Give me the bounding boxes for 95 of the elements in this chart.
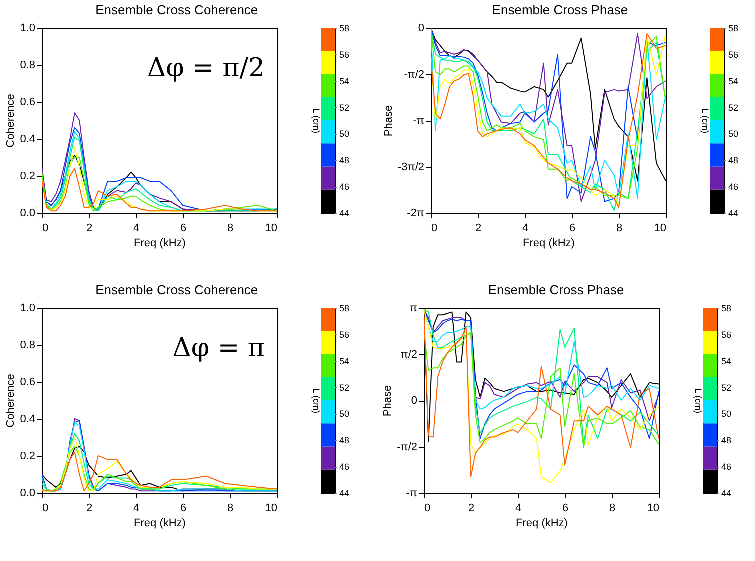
color-bar-label: 46 xyxy=(728,182,739,192)
x-tick-label: 2 xyxy=(475,222,482,234)
color-bar-label: 54 xyxy=(340,356,350,366)
y-tick-label: 0 xyxy=(411,395,418,407)
y-tick-label: 0 xyxy=(418,22,424,34)
y-tick-label: 0.4 xyxy=(20,134,36,146)
annotation: Δφ = π xyxy=(172,334,265,364)
x-tick-label: 8 xyxy=(227,222,234,234)
x-tick-label: 6 xyxy=(569,222,576,234)
x-tick-label: 4 xyxy=(522,222,529,234)
y-tick-label: 0.2 xyxy=(20,450,36,462)
color-bar-label: 44 xyxy=(722,488,732,498)
color-bar-title: L (cm) xyxy=(312,108,322,134)
y-axis-title: Phase xyxy=(382,385,394,417)
color-bar-label: 58 xyxy=(340,304,350,314)
y-tick-label: π/2 xyxy=(400,348,418,361)
annotation: Δφ = π/2 xyxy=(147,54,265,84)
x-tick-label: 8 xyxy=(616,222,623,234)
y-axis-title: Phase xyxy=(382,105,395,137)
color-bar-label: 58 xyxy=(722,304,732,314)
x-tick-label: 10 xyxy=(265,502,278,514)
color-bar-label: 56 xyxy=(340,330,350,340)
x-axis-title: Freq (kHz) xyxy=(523,238,575,250)
chart-title: Ensemble Cross Coherence xyxy=(96,2,258,18)
color-bar-label: 54 xyxy=(340,76,350,86)
y-tick-label: 1.0 xyxy=(20,302,36,314)
color-bar-label: 50 xyxy=(340,409,350,420)
y-tick-label: 0.0 xyxy=(20,488,36,500)
x-tick-label: 4 xyxy=(133,222,140,234)
color-bar-label: 46 xyxy=(340,182,350,192)
color-bar-label: 46 xyxy=(340,462,350,472)
y-tick-label: 0.6 xyxy=(20,96,36,108)
y-axis-title: Coherence xyxy=(5,94,18,148)
x-tick-label: 0 xyxy=(432,222,438,234)
color-bar-label: 48 xyxy=(340,436,350,446)
x-tick-label: 6 xyxy=(180,222,187,234)
y-tick-label: 0.6 xyxy=(20,376,36,388)
color-bar-label: 50 xyxy=(340,129,350,140)
color-bar-label: 56 xyxy=(722,330,732,340)
color-bar-label: 48 xyxy=(728,156,739,166)
x-tick-label: 4 xyxy=(515,502,522,514)
color-bar-label: 52 xyxy=(340,382,350,393)
y-tick-label: -3π/2 xyxy=(398,161,424,174)
color-bar-label: 48 xyxy=(340,156,350,166)
y-tick-label: -π/2 xyxy=(404,68,424,81)
color-bar-label: 56 xyxy=(728,50,739,60)
chart-title: Ensemble Cross Coherence xyxy=(96,282,258,298)
x-tick-label: 2 xyxy=(86,502,93,514)
color-bar-label: 52 xyxy=(722,382,732,393)
x-tick-label: 6 xyxy=(562,502,569,514)
x-tick-label: 10 xyxy=(647,502,660,514)
y-tick-label: -2π xyxy=(407,208,425,220)
color-bar-label: 44 xyxy=(340,488,350,498)
y-axis-title: Coherence xyxy=(5,374,18,428)
x-tick-label: 0 xyxy=(42,222,49,234)
color-bar-label: 50 xyxy=(722,409,732,420)
y-tick-label: -π xyxy=(413,115,425,127)
color-bar-label: 48 xyxy=(722,436,732,446)
x-tick-label: 6 xyxy=(180,502,187,514)
y-tick-label: π xyxy=(410,302,418,314)
color-bar-label: 54 xyxy=(722,356,732,366)
x-axis-title: Freq (kHz) xyxy=(134,518,186,530)
color-bar-label: 58 xyxy=(340,24,350,34)
color-bar-label: 58 xyxy=(728,24,739,34)
color-bar-label: 44 xyxy=(340,208,350,218)
color-bar-title: L (cm) xyxy=(700,108,710,134)
x-tick-label: 2 xyxy=(86,222,93,234)
color-bar-label: 54 xyxy=(728,76,739,86)
x-axis-title: Freq (kHz) xyxy=(516,518,568,530)
color-bar-label: 44 xyxy=(728,208,739,218)
y-tick-label: -π/2 xyxy=(397,441,418,454)
color-bar-label: 56 xyxy=(340,50,350,60)
chart-title: Ensemble Cross Phase xyxy=(488,282,624,298)
x-tick-label: 8 xyxy=(227,502,234,514)
y-tick-label: 0.8 xyxy=(20,60,36,72)
color-bar-label: 52 xyxy=(340,102,350,113)
y-tick-label: 0.0 xyxy=(20,208,36,220)
y-tick-label: 1.0 xyxy=(20,22,36,34)
x-axis-title: Freq (kHz) xyxy=(134,238,186,250)
y-tick-label: 0.4 xyxy=(20,414,36,426)
color-bar-title: L (cm) xyxy=(312,388,322,414)
x-tick-label: 2 xyxy=(468,502,475,514)
x-tick-label: 8 xyxy=(609,502,616,514)
x-tick-label: 0 xyxy=(42,502,49,514)
x-tick-label: 10 xyxy=(265,222,278,234)
y-tick-label: 0.2 xyxy=(20,170,36,182)
color-bar-label: 46 xyxy=(722,462,732,472)
y-tick-label: 0.8 xyxy=(20,340,36,352)
color-bar-label: 52 xyxy=(728,102,739,113)
y-tick-label: -π xyxy=(406,488,418,500)
color-bar-title: L (cm) xyxy=(694,388,704,414)
x-tick-label: 4 xyxy=(133,502,140,514)
x-tick-label: 10 xyxy=(654,222,666,234)
chart-title: Ensemble Cross Phase xyxy=(492,2,628,18)
color-bar-label: 50 xyxy=(728,129,739,140)
